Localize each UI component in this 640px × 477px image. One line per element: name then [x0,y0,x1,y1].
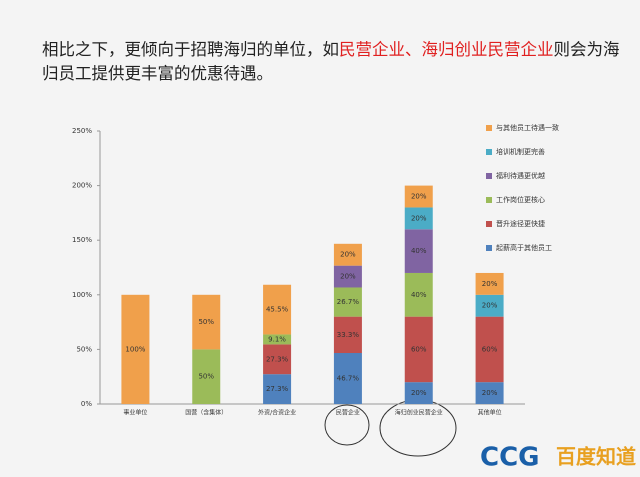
bar-segment [475,382,504,404]
legend-label: 起薪高于其他员工 [496,243,552,252]
value-label: 40% [411,291,427,299]
value-label: 20% [482,389,498,397]
bar-segment [404,207,433,230]
watermark: 百度知道 [556,445,636,469]
x-tick-label: 民营企业 [336,409,360,417]
y-tick-label: 200% [72,182,92,190]
value-label: 60% [411,345,427,353]
x-tick-label: 外资/合资企业 [258,409,296,417]
bar-segment [263,344,292,375]
value-label: 20% [482,302,498,310]
value-label: 45.5% [266,306,289,314]
value-label: 33.3% [337,331,360,339]
legend-swatch [486,197,492,203]
legend-swatch [486,149,492,155]
value-label: 20% [340,251,356,259]
bar-segment [333,287,362,317]
bar-segment [121,294,150,404]
x-tick-label: 其他单位 [478,409,502,417]
bar-segment [404,229,433,273]
x-tick-label: 事业单位 [123,409,147,417]
legend-swatch [486,221,492,227]
value-label: 50% [198,318,214,326]
y-tick-label: 0% [81,400,92,408]
value-label: 9.1% [268,335,286,343]
value-label: 20% [411,389,427,397]
y-tick-label: 150% [72,236,92,244]
bar-segment [333,243,362,266]
legend-label: 晋升途径更快捷 [496,219,545,228]
legend-label: 培训机制更完善 [496,147,545,156]
legend-label: 与其他员工待遇一致 [496,123,559,132]
value-label: 46.7% [337,375,360,383]
bar-segment [404,316,433,383]
title-part: 则会为海归员工提供更丰富的优惠待遇。 [42,40,620,83]
value-label: 100% [125,345,145,353]
bar-segment [263,284,292,335]
bar-segment [333,316,362,354]
bar-segment [404,185,433,208]
bar-segment [475,294,504,317]
bar-segment [475,272,504,295]
highlight-circle [324,404,370,446]
legend-label: 工作岗位更核心 [496,195,545,204]
value-label: 20% [340,273,356,281]
value-label: 40% [411,247,427,255]
x-tick-label: 海归创业民营企业 [395,409,443,417]
title-highlight: 民营企业、海归创业民营企业 [339,40,554,59]
value-label: 60% [482,345,498,353]
bar-segment [192,349,221,404]
value-label: 27.3% [266,355,289,363]
legend-swatch [486,125,492,131]
value-label: 20% [411,214,427,222]
value-label: 26.7% [337,298,360,306]
y-tick-label: 250% [72,127,92,135]
value-label: 20% [411,193,427,201]
value-label: 27.3% [266,385,289,393]
y-tick-label: 50% [76,345,92,353]
highlight-circle [379,399,457,457]
bar-segment [263,334,292,345]
logo: CCG [480,443,540,473]
x-tick-label: 国营（含集体） [185,409,227,417]
legend-label: 福利待遇更优越 [496,171,545,180]
slide-title: 相比之下，更倾向于招聘海归的单位，如民营企业、海归创业民营企业则会为海归员工提供… [42,38,622,86]
bar-segment [404,382,433,404]
y-tick-label: 100% [72,291,92,299]
bar-segment [263,374,292,404]
value-label: 50% [198,373,214,381]
title-part: 相比之下，更倾向于招聘海归的单位，如 [42,40,339,59]
bar-segment [404,272,433,317]
legend-swatch [486,245,492,251]
legend-swatch [486,173,492,179]
bar-segment [475,316,504,383]
value-label: 20% [482,280,498,288]
bar-segment [333,353,362,404]
bar-segment [333,265,362,288]
bar-segment [192,294,221,350]
